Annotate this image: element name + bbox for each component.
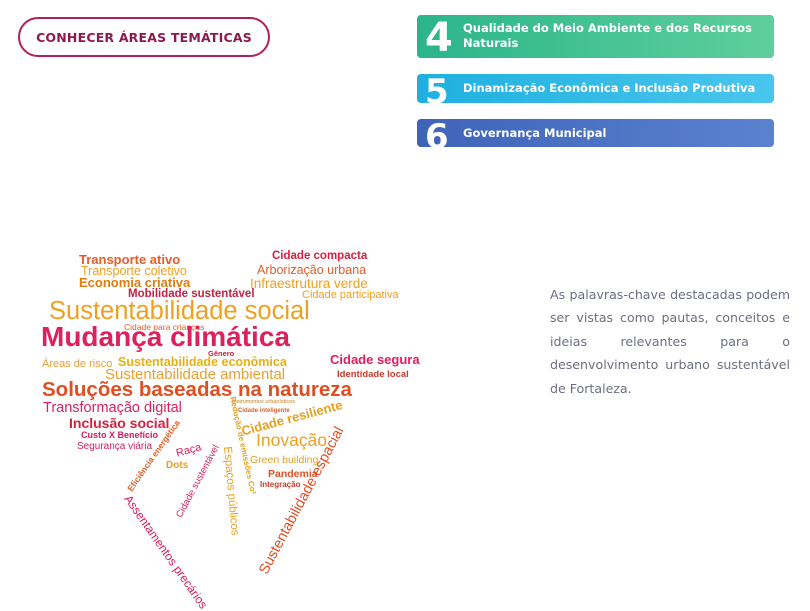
theme-card-5[interactable]: 5 Dinamização Econômica e Inclusão Produ… [417, 74, 774, 103]
word-cloud-word: Cidade compacta [272, 251, 367, 263]
word-cloud-word: Áreas de risco [42, 359, 112, 370]
word-cloud-word: Raça [175, 442, 203, 459]
theme-number: 4 [425, 18, 453, 58]
word-cloud-word: Soluções baseadas na natureza [42, 380, 352, 401]
word-cloud-word: Inclusão social [69, 416, 169, 430]
word-cloud-word: Mudança climática [41, 323, 290, 351]
theme-label: Qualidade do Meio Ambiente e dos Recurso… [463, 21, 764, 51]
word-cloud-word: Cidade participativa [302, 290, 399, 301]
word-cloud-word: Inovação [256, 432, 327, 450]
conhecer-areas-tematicas-button[interactable]: CONHECER ÁREAS TEMÁTICAS [18, 17, 270, 57]
theme-number: 5 [425, 75, 449, 103]
word-cloud-word: Dots [166, 461, 188, 471]
word-cloud-word: Instrumentos urbanísticos [232, 400, 295, 406]
description-text: As palavras-chave destacadas podem ser v… [550, 283, 790, 401]
word-cloud-word: Espaços públicos [221, 446, 240, 536]
theme-label: Governança Municipal [463, 126, 764, 141]
theme-card-4[interactable]: 4 Qualidade do Meio Ambiente e dos Recur… [417, 15, 774, 58]
word-cloud-word: Assentamentos precários [122, 493, 209, 611]
word-cloud-word: Arborização urbana [257, 264, 366, 277]
word-cloud-word: Integração [260, 481, 300, 489]
theme-label: Dinamização Econômica e Inclusão Produti… [463, 81, 764, 96]
word-cloud-word: Green building [250, 455, 318, 466]
theme-card-6[interactable]: 6 Governança Municipal [417, 119, 774, 147]
word-cloud-word: Cidade segura [330, 353, 420, 366]
word-cloud: Transporte ativo Transporte coletivo Eco… [20, 240, 460, 605]
word-cloud-word: Transformação digital [43, 401, 182, 416]
cta-label: CONHECER ÁREAS TEMÁTICAS [36, 30, 252, 45]
theme-number: 6 [425, 120, 449, 147]
word-cloud-word: Custo X Benefício [81, 431, 158, 440]
word-cloud-word: Segurança viária [77, 442, 152, 452]
